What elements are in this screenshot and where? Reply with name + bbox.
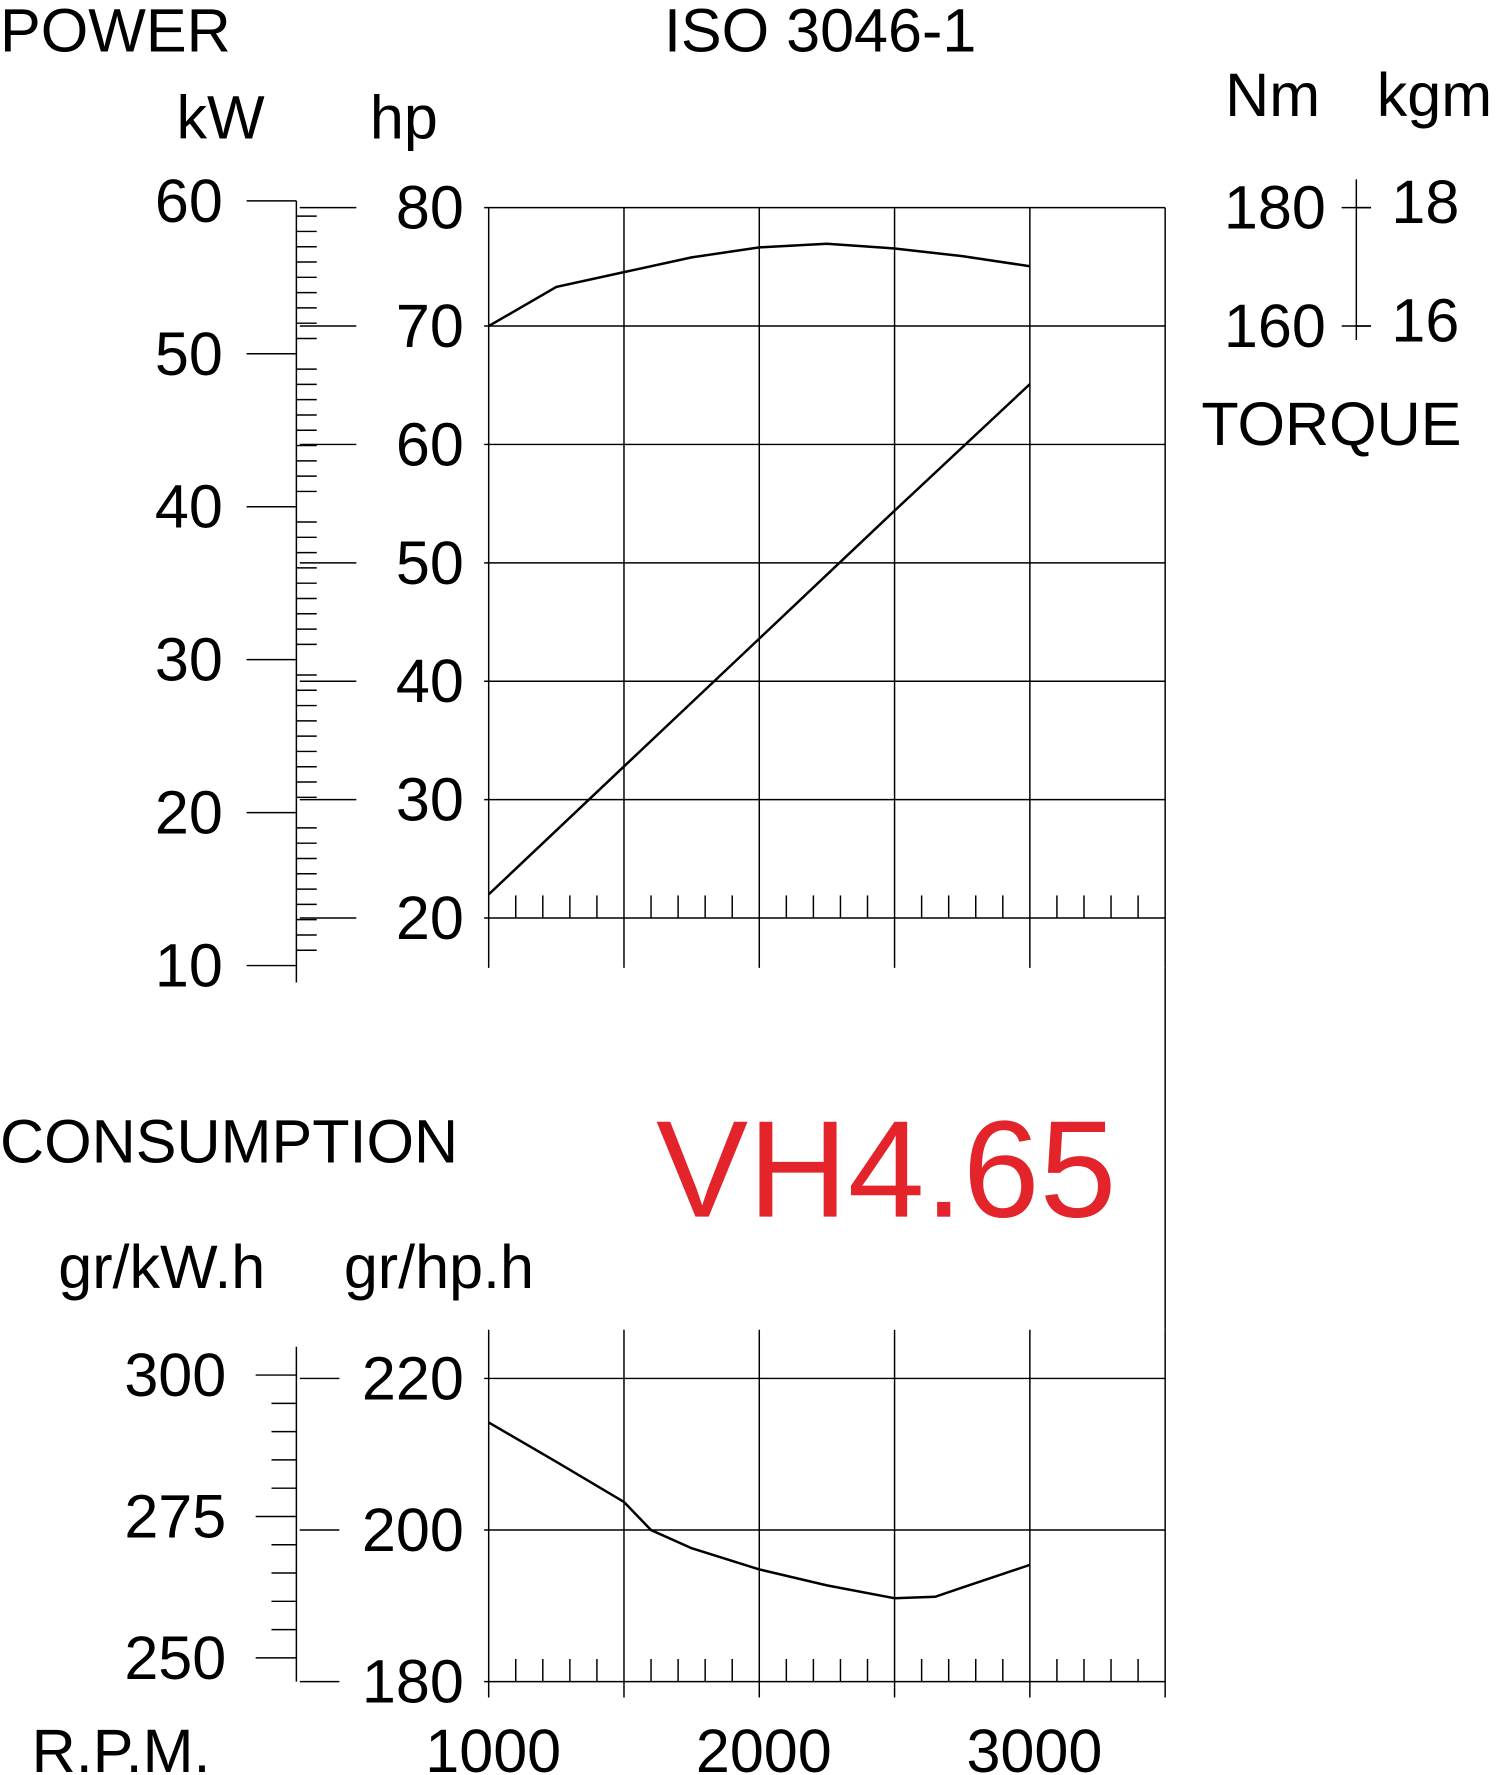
y-tick-label: 80: [396, 174, 464, 242]
power-title: POWER: [0, 0, 231, 65]
model-name: VH4.65: [656, 1093, 1116, 1247]
y-tick-label: 40: [396, 647, 464, 715]
kgm-tick-label: 16: [1391, 286, 1459, 354]
torque-title: TORQUE: [1201, 390, 1461, 458]
y-tick-label: 60: [396, 410, 464, 478]
data-line: [487, 383, 1031, 896]
hp-label: hp: [370, 84, 438, 152]
kgm-label: kgm: [1377, 61, 1492, 129]
data-line: [488, 1421, 1031, 1600]
kw-label: kW: [176, 84, 265, 152]
y-tick-label: 70: [396, 292, 464, 360]
x-tick-label: 2000: [696, 1717, 832, 1775]
y-tick-label: 220: [362, 1344, 464, 1412]
kw-tick-label: 40: [155, 473, 223, 541]
y-tick-label: 50: [396, 529, 464, 597]
x-tick-label: 1000: [425, 1717, 561, 1775]
y-tick-label: 180: [362, 1648, 464, 1716]
y2-tick-label: 180: [1224, 174, 1326, 242]
kw-tick-label: 30: [155, 626, 223, 694]
y-tick-label: 200: [362, 1496, 464, 1564]
gkwh-label: gr/kW.h: [58, 1233, 265, 1301]
data-line: [488, 242, 1031, 328]
kw-tick-label: 60: [155, 167, 223, 235]
x-axis-title: R.P.M.: [32, 1717, 211, 1775]
y2-tick-label: 160: [1224, 292, 1326, 360]
chart-title: ISO 3046-1: [664, 0, 976, 65]
kw-tick-label: 20: [155, 779, 223, 847]
kw-tick-label: 10: [155, 932, 223, 1000]
y-tick-label: 30: [396, 766, 464, 834]
kw-tick-label: 250: [124, 1624, 226, 1692]
kw-tick-label: 50: [155, 320, 223, 388]
y-tick-label: 20: [396, 884, 464, 952]
ghph-label: gr/hp.h: [344, 1233, 534, 1301]
kw-tick-label: 275: [124, 1482, 226, 1550]
kw-tick-label: 300: [124, 1341, 226, 1409]
x-tick-label: 3000: [966, 1717, 1102, 1775]
nm-label: Nm: [1225, 61, 1320, 129]
consumption-title: CONSUMPTION: [0, 1107, 458, 1175]
kgm-tick-label: 18: [1391, 168, 1459, 236]
